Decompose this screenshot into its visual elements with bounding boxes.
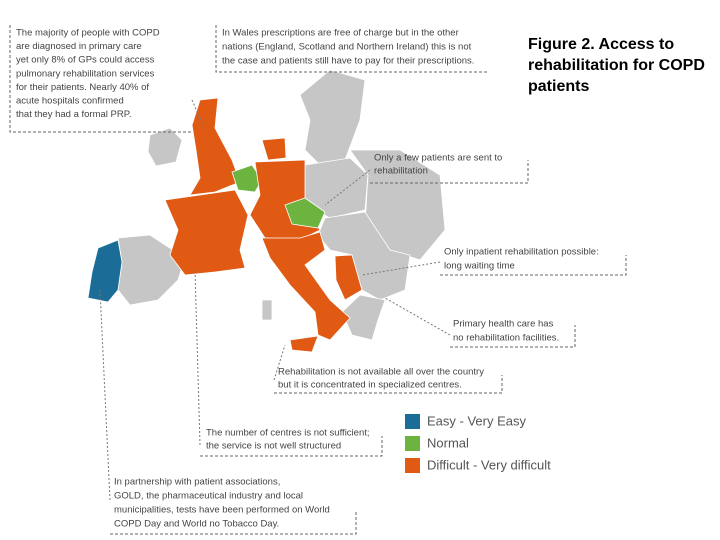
annotation-line: The majority of people with COPD xyxy=(16,28,160,39)
legend-label: Difficult - Very difficult xyxy=(427,457,551,472)
country xyxy=(87,239,123,303)
callout-line xyxy=(440,255,627,276)
map-countries xyxy=(87,97,363,353)
legend-swatch xyxy=(405,458,420,473)
annotation-line: the service is not well structured xyxy=(206,441,341,452)
annotation-line: acute hospitals confirmed xyxy=(16,96,124,107)
annotation-line: rehabilitation xyxy=(374,166,428,177)
annotation-line: Primary health care has xyxy=(453,319,554,330)
callout-line xyxy=(274,375,503,394)
annotation-line: In partnership with patient associations… xyxy=(114,477,280,488)
callout-line xyxy=(324,169,371,206)
annotation-line: Only a few patients are sent to xyxy=(374,153,502,164)
annotation-line: are diagnosed in primary care xyxy=(16,41,142,52)
callout-line xyxy=(450,325,576,348)
country xyxy=(284,197,326,229)
callout-line xyxy=(110,512,357,535)
annotation-line: Only inpatient rehabilitation possible: xyxy=(444,247,599,258)
legend-swatch xyxy=(405,436,420,451)
annotation-line: pulmonary rehabilitation services xyxy=(16,68,155,79)
callouts xyxy=(9,25,627,535)
callout-line xyxy=(361,261,441,276)
callout-line xyxy=(200,436,383,457)
callout-line xyxy=(384,297,451,336)
country xyxy=(261,299,273,321)
country xyxy=(164,189,249,276)
country xyxy=(189,97,241,196)
country xyxy=(334,254,363,301)
callout-line xyxy=(99,289,111,501)
legend-label: Normal xyxy=(427,435,469,450)
figure-title: Figure 2. Access to rehabilitation for C… xyxy=(528,36,705,95)
legend-swatch xyxy=(405,414,420,429)
callout-line xyxy=(191,99,206,131)
annotation-line: for their patients. Nearly 40% of xyxy=(16,82,149,93)
annotation-line: the case and patients still have to pay … xyxy=(222,56,474,67)
country xyxy=(261,231,351,341)
callout-line xyxy=(194,269,201,446)
country xyxy=(261,137,287,161)
country xyxy=(147,127,183,167)
callout-line xyxy=(370,160,529,184)
annotation-line: long waiting time xyxy=(444,261,515,272)
country xyxy=(289,335,319,353)
annotation-line: The number of centres is not sufficient; xyxy=(206,428,370,439)
callout-line xyxy=(9,25,192,133)
annotation-line: no rehabilitation facilities. xyxy=(453,333,559,344)
annotation-line: yet only 8% of GPs could access xyxy=(16,55,155,66)
annotation-line: but it is concentrated in specialized ce… xyxy=(278,380,462,391)
annotation-line: In Wales prescriptions are free of charg… xyxy=(222,28,459,39)
legend-label: Easy - Very Easy xyxy=(427,413,526,428)
annotation-line: GOLD, the pharmaceutical industry and lo… xyxy=(114,491,303,502)
annotation-line: municipalities, tests have been performe… xyxy=(114,505,330,516)
annotation-line: COPD Day and World no Tobacco Day. xyxy=(114,519,279,530)
annotation-line: that they had a formal PRP. xyxy=(16,109,131,120)
callout-line xyxy=(215,25,488,73)
annotation-line: Rehabilitation is not available all over… xyxy=(278,367,484,378)
annotation-line: nations (England, Scotland and Northern … xyxy=(222,42,472,53)
